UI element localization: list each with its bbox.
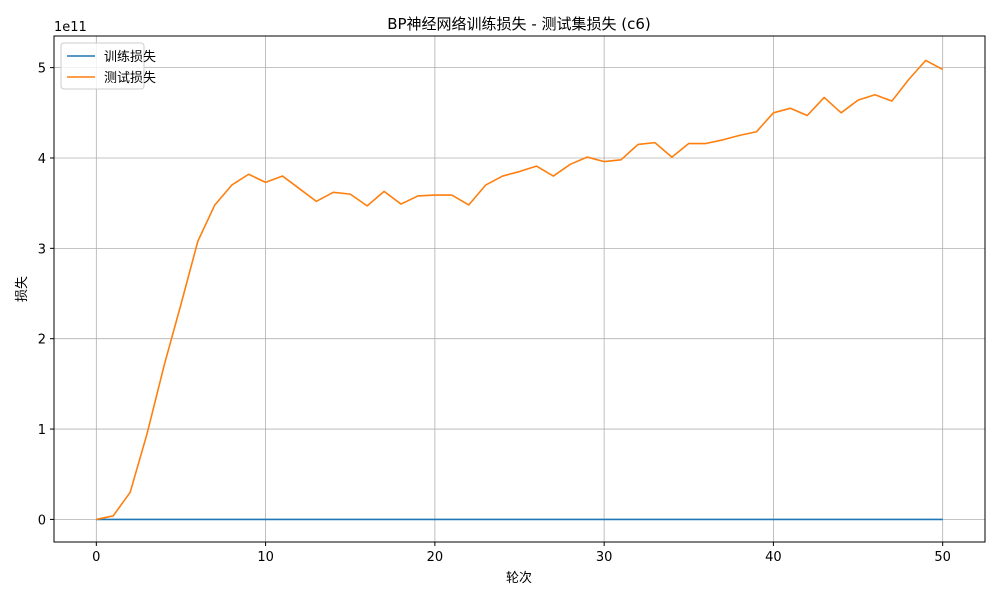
y-tick-label: 3 [38,242,46,257]
x-tick-label: 50 [934,550,951,565]
series-line-test-loss [96,59,944,521]
x-tick-label: 10 [257,550,274,565]
series-layer [96,59,944,521]
y-tick-label: 0 [38,513,46,528]
y-tick-label: 2 [38,333,46,348]
legend: 训练损失 测试损失 [60,42,156,90]
x-tick-label: 40 [765,550,782,565]
plot-area-frame [53,35,986,543]
x-tick-label: 20 [427,550,444,565]
x-axis-label: 轮次 [506,570,532,586]
chart-title: BP神经网络训练损失 - 测试集损失 (c6) [387,15,651,33]
y-axis-ticks: 0 1 2 3 4 5 [38,62,54,528]
legend-label-test-loss: 测试损失 [104,71,156,86]
y-tick-label: 5 [38,62,46,77]
x-tick-label: 0 [92,550,100,565]
legend-label-train-loss: 训练损失 [104,50,156,65]
y-axis-label: 损失 [15,276,30,302]
x-tick-label: 30 [596,550,613,565]
y-tick-label: 4 [38,152,46,167]
y-tick-label: 1 [38,423,46,438]
x-axis-ticks: 0 10 20 30 40 50 [92,542,951,565]
y-axis-offset-text: 1e11 [54,20,87,35]
